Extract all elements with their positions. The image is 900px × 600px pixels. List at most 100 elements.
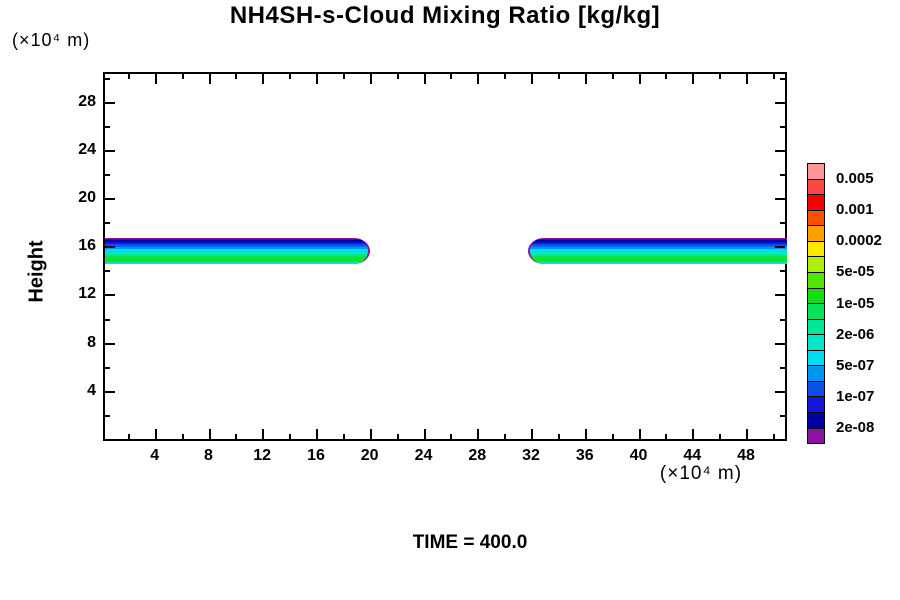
- y-tick: [105, 318, 110, 321]
- x-tick: [208, 429, 211, 439]
- y-axis-unit-label: (×10⁴ m): [12, 30, 91, 50]
- colorbar-label: 0.005: [836, 169, 874, 187]
- colorbar-box: [808, 195, 824, 211]
- y-tick-right: [775, 198, 785, 201]
- x-tick: [423, 429, 426, 439]
- y-tick-label: 4: [87, 381, 96, 399]
- x-tick: [262, 429, 265, 439]
- x-tick-top: [450, 74, 453, 79]
- x-tick: [127, 434, 130, 439]
- x-tick: [154, 429, 157, 439]
- y-tick: [105, 101, 115, 104]
- x-tick-label: 4: [150, 447, 160, 464]
- x-tick: [450, 434, 453, 439]
- colorbar-label: 5e-07: [836, 356, 875, 374]
- chart-title: NH4SH-s-Cloud Mixing Ratio [kg/kg]: [229, 2, 661, 29]
- colorbar-box: [808, 288, 824, 305]
- x-tick-top: [262, 74, 265, 84]
- colorbar-label: 1e-07: [836, 388, 875, 406]
- colorbar-label: 2e-06: [836, 325, 875, 343]
- x-tick: [557, 434, 560, 439]
- colorbar-box: [808, 428, 824, 444]
- colorbar-label: 0.001: [836, 200, 874, 218]
- y-tick-right: [775, 246, 785, 249]
- x-tick-top: [342, 74, 345, 79]
- colorbar-box: [808, 179, 824, 196]
- x-tick-top: [289, 74, 292, 79]
- x-tick-top: [208, 74, 211, 84]
- x-tick-top: [316, 74, 318, 84]
- colorbar-box: [808, 304, 824, 320]
- x-tick-label: 20: [360, 447, 379, 464]
- y-tick: [105, 222, 110, 225]
- y-axis-title: Height: [25, 240, 48, 303]
- y-tick-right: [775, 390, 785, 393]
- colorbar-box: [808, 350, 824, 367]
- x-tick: [504, 434, 507, 439]
- x-tick-top: [692, 74, 695, 84]
- x-tick-top: [477, 74, 480, 84]
- x-tick: [772, 434, 775, 439]
- x-tick-top: [181, 74, 184, 79]
- y-tick-right: [780, 125, 785, 128]
- y-tick: [105, 125, 110, 128]
- x-axis-unit-label: (×10⁴ m): [659, 463, 743, 484]
- x-tick-top: [504, 74, 507, 79]
- x-tick: [235, 434, 238, 439]
- x-tick-label: 48: [737, 447, 755, 464]
- x-tick-label: 12: [253, 447, 272, 464]
- x-tick-top: [154, 74, 157, 84]
- colorbar-box: [808, 335, 824, 351]
- x-tick-label: 16: [307, 447, 325, 464]
- x-tick-top: [531, 74, 533, 84]
- x-tick-label: 28: [468, 447, 487, 464]
- y-tick-label: 24: [78, 140, 96, 158]
- y-tick-right: [775, 342, 785, 345]
- x-tick: [665, 434, 668, 439]
- y-tick-right: [780, 222, 785, 225]
- y-tick-right: [775, 294, 785, 297]
- time-label: TIME = 400.0: [412, 532, 528, 553]
- x-tick-label: 32: [522, 447, 540, 464]
- y-tick: [105, 270, 110, 273]
- x-tick-top: [127, 74, 130, 79]
- x-tick-top: [423, 74, 426, 84]
- x-tick-label: 40: [629, 447, 648, 464]
- x-tick-top: [665, 74, 668, 79]
- colorbar-box: [808, 164, 824, 180]
- x-tick-top: [584, 74, 587, 84]
- x-tick: [316, 429, 318, 439]
- x-tick: [692, 429, 695, 439]
- y-tick: [105, 390, 115, 393]
- x-tick-label: 24: [414, 447, 433, 464]
- colorbar-box: [808, 413, 824, 429]
- x-tick-top: [772, 74, 775, 79]
- left-cloud-band: [105, 238, 371, 264]
- x-tick: [181, 434, 184, 439]
- x-tick-top: [235, 74, 238, 79]
- x-tick-top: [557, 74, 560, 79]
- x-tick-label: 36: [575, 447, 594, 464]
- x-tick-top: [638, 74, 641, 84]
- colorbar-box: [808, 226, 824, 242]
- colorbar-label: 1e-05: [836, 294, 875, 312]
- y-tick: [105, 414, 110, 417]
- x-tick-label: 8: [204, 447, 213, 464]
- y-tick: [105, 294, 115, 297]
- y-tick-right: [780, 270, 785, 273]
- y-tick-label: 16: [78, 237, 96, 255]
- colorbar: [807, 163, 825, 444]
- y-tick-right: [780, 174, 785, 176]
- y-tick-label: 28: [78, 92, 96, 110]
- x-tick-top: [369, 74, 372, 84]
- x-tick: [342, 434, 345, 439]
- x-tick-top: [719, 74, 722, 79]
- x-tick: [369, 429, 372, 439]
- colorbar-label: 0.0002: [836, 232, 882, 250]
- x-tick: [746, 429, 748, 439]
- colorbar-box: [808, 272, 824, 289]
- y-tick: [105, 246, 115, 249]
- y-tick: [105, 342, 115, 345]
- y-tick-right: [780, 77, 785, 80]
